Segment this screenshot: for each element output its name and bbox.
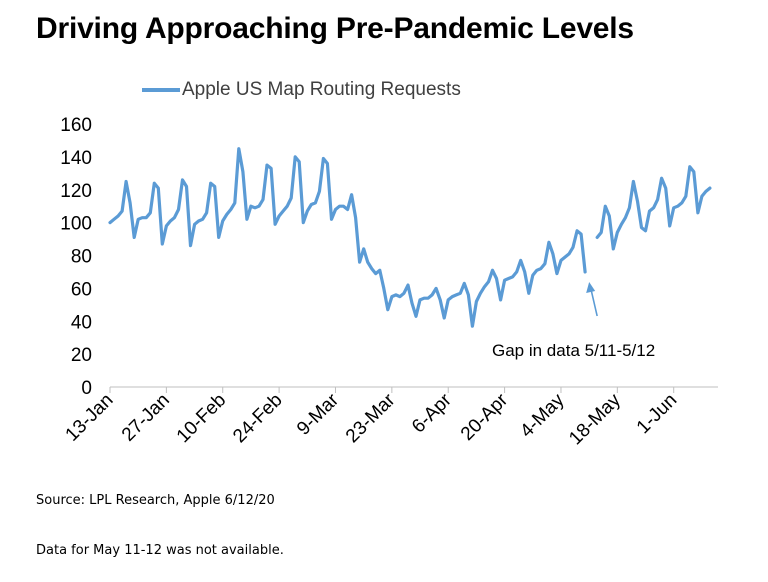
legend-swatch (142, 88, 180, 92)
y-tick-label: 160 (60, 115, 92, 136)
annotation-text: Gap in data 5/11-5/12 (492, 341, 655, 360)
x-tick-label: 23-Mar (342, 389, 400, 447)
y-tick-label: 40 (71, 312, 92, 333)
x-tick-label: 6-Apr (408, 389, 456, 437)
x-tick-label: 18-May (565, 389, 625, 449)
y-tick-label: 120 (60, 181, 92, 202)
x-tick-label: 4-May (516, 389, 569, 442)
y-tick-label: 0 (81, 378, 92, 399)
x-tick-label: 20-Apr (457, 389, 513, 445)
legend-label: Apple US Map Routing Requests (182, 79, 461, 100)
source-note: Source: LPL Research, Apple 6/12/20 (36, 493, 275, 508)
x-tick-label: 10-Feb (173, 390, 230, 447)
y-tick-label: 80 (71, 247, 92, 268)
y-tick-label: 60 (71, 279, 92, 300)
x-tick-label: 24-Feb (229, 390, 286, 447)
x-tick-label: 1-Jun (633, 390, 681, 438)
y-tick-label: 20 (71, 345, 92, 366)
series-line-segment (108, 147, 587, 328)
annotation-arrowhead (586, 282, 596, 293)
y-tick-label: 140 (60, 148, 92, 169)
y-tick-label: 100 (60, 214, 92, 235)
x-tick-label: 9-Mar (293, 389, 343, 439)
data-availability-note: Data for May 11-12 was not available. (36, 543, 284, 558)
series-line-segment (595, 165, 712, 251)
annotation-arrow-shaft (590, 289, 598, 317)
x-tick-label: 27-Jan (118, 390, 174, 446)
legend: Apple US Map Routing Requests (142, 78, 461, 102)
chart-title: Driving Approaching Pre-Pandemic Levels (36, 12, 634, 45)
